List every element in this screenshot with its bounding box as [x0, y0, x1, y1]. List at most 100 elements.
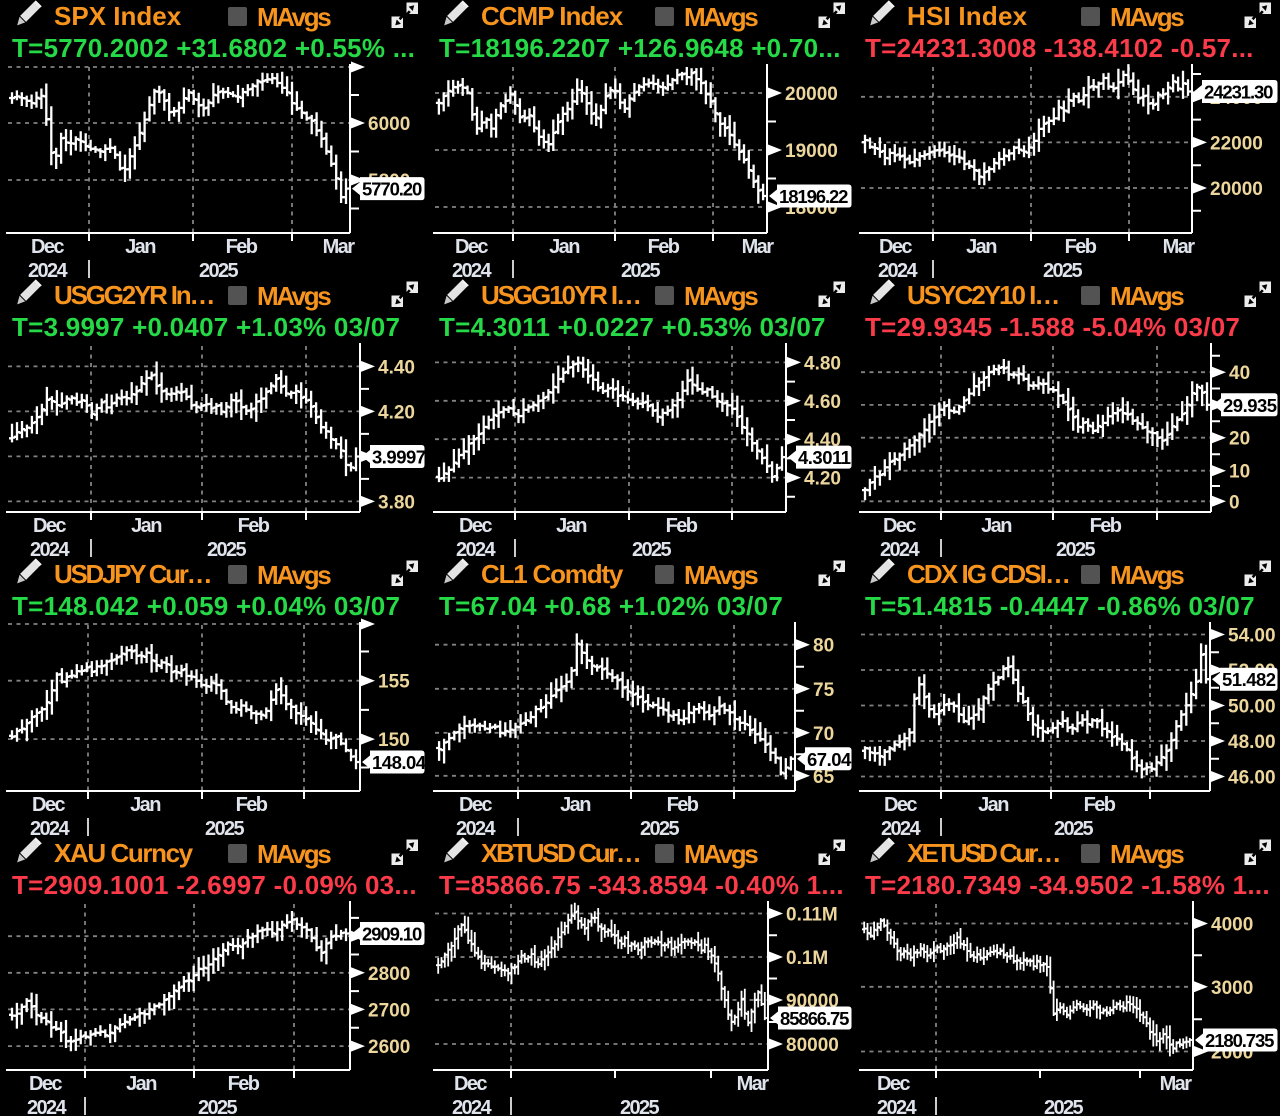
svg-text:Dec: Dec [33, 515, 66, 537]
svg-text:65: 65 [813, 767, 835, 788]
svg-text:Jan: Jan [966, 236, 996, 258]
svg-text:148.04: 148.04 [372, 752, 427, 773]
svg-text:4.20: 4.20 [804, 469, 841, 490]
svg-text:Feb: Feb [666, 794, 698, 816]
svg-text:2024: 2024 [878, 260, 919, 279]
svg-text:2024: 2024 [877, 1097, 918, 1116]
svg-text:2025: 2025 [632, 539, 672, 558]
svg-text:Dec: Dec [879, 236, 912, 258]
svg-text:4.20: 4.20 [378, 402, 415, 423]
svg-text:4.80: 4.80 [804, 353, 841, 374]
svg-text:2024: 2024 [28, 260, 69, 279]
svg-text:2024: 2024 [452, 1097, 493, 1116]
svg-text:MAvgs: MAvgs [1110, 2, 1184, 32]
svg-text:Feb: Feb [1065, 236, 1097, 258]
svg-text:20: 20 [1229, 429, 1250, 450]
svg-text:0.1M: 0.1M [786, 948, 828, 969]
svg-text:6000: 6000 [368, 114, 410, 135]
svg-text:Mar: Mar [1163, 236, 1196, 258]
svg-text:MAvgs: MAvgs [257, 2, 331, 32]
svg-text:Jan: Jan [126, 1073, 156, 1095]
svg-text:2025: 2025 [1056, 539, 1096, 558]
svg-text:Jan: Jan [131, 515, 161, 537]
svg-text:2025: 2025 [621, 260, 661, 279]
svg-text:Mar: Mar [1160, 1073, 1193, 1095]
svg-text:Dec: Dec [877, 1073, 910, 1095]
svg-text:85866.75: 85866.75 [780, 1008, 849, 1029]
svg-text:MAvgs: MAvgs [684, 281, 758, 311]
svg-text:Dec: Dec [459, 794, 492, 816]
svg-text:51.482: 51.482 [1222, 669, 1276, 690]
svg-text:T=85866.75 -343.8594 -0.40% 1.: T=85866.75 -343.8594 -0.40% 1... [439, 870, 844, 900]
svg-text:Feb: Feb [228, 1073, 260, 1095]
svg-text:2025: 2025 [640, 818, 680, 837]
svg-text:2909.10: 2909.10 [362, 924, 422, 945]
svg-text:T=2180.7349 -34.9502 -1.58% 1.: T=2180.7349 -34.9502 -1.58% 1... [865, 870, 1270, 900]
svg-text:20000: 20000 [1210, 179, 1263, 200]
svg-text:80: 80 [813, 636, 834, 657]
svg-text:67.04: 67.04 [807, 749, 852, 770]
svg-text:4.60: 4.60 [804, 392, 841, 413]
svg-text:T=4.3011 +0.0227 +0.53% 03/07: T=4.3011 +0.0227 +0.53% 03/07 [439, 312, 826, 342]
svg-text:Jan: Jan [978, 794, 1008, 816]
svg-text:40: 40 [1229, 363, 1250, 384]
svg-text:XBTUSD Cur…: XBTUSD Cur… [481, 838, 640, 868]
svg-text:4.40: 4.40 [378, 357, 415, 378]
svg-text:2800: 2800 [368, 964, 410, 985]
svg-text:Mar: Mar [741, 236, 774, 258]
svg-text:2025: 2025 [1054, 818, 1094, 837]
svg-text:2025: 2025 [198, 1097, 238, 1116]
svg-text:MAvgs: MAvgs [684, 2, 758, 32]
svg-text:Feb: Feb [238, 515, 270, 537]
svg-text:46.00: 46.00 [1228, 768, 1276, 789]
svg-text:10: 10 [1229, 462, 1250, 483]
svg-text:T=148.042 +0.059 +0.04% 03/07: T=148.042 +0.059 +0.04% 03/07 [12, 591, 400, 621]
svg-text:Dec: Dec [455, 236, 488, 258]
svg-text:80000: 80000 [786, 1035, 839, 1056]
svg-text:Jan: Jan [981, 515, 1011, 537]
svg-text:Jan: Jan [556, 515, 586, 537]
svg-text:Feb: Feb [226, 236, 258, 258]
svg-text:2025: 2025 [620, 1097, 660, 1116]
svg-text:T=51.4815 -0.4447 -0.86% 03/07: T=51.4815 -0.4447 -0.86% 03/07 [865, 591, 1255, 621]
svg-text:SPX Index: SPX Index [54, 1, 182, 31]
svg-text:19000: 19000 [785, 141, 838, 162]
svg-text:2025: 2025 [1044, 1097, 1084, 1116]
svg-text:Jan: Jan [549, 236, 579, 258]
svg-text:USGG10YR I…: USGG10YR I… [481, 280, 640, 310]
svg-text:70: 70 [813, 724, 834, 745]
svg-text:Jan: Jan [560, 794, 590, 816]
svg-text:29.935: 29.935 [1223, 395, 1277, 416]
svg-text:T=3.9997 +0.0407 +1.03% 03/07: T=3.9997 +0.0407 +1.03% 03/07 [12, 312, 400, 342]
svg-text:3000: 3000 [1211, 978, 1253, 999]
svg-text:T=67.04 +0.68 +1.02% 03/07: T=67.04 +0.68 +1.02% 03/07 [439, 591, 783, 621]
svg-text:Dec: Dec [32, 794, 65, 816]
svg-text:2600: 2600 [368, 1037, 410, 1058]
svg-text:22000: 22000 [1210, 133, 1263, 154]
svg-text:0: 0 [1229, 492, 1240, 513]
svg-text:2024: 2024 [880, 539, 921, 558]
svg-text:CDX IG CDSI…: CDX IG CDSI… [907, 559, 1069, 589]
svg-text:4000: 4000 [1211, 915, 1253, 936]
svg-text:HSI Index: HSI Index [907, 1, 1028, 31]
svg-text:Dec: Dec [31, 236, 64, 258]
svg-text:18196.22: 18196.22 [779, 186, 848, 207]
svg-text:20000: 20000 [785, 84, 838, 105]
svg-text:5770.20: 5770.20 [362, 179, 422, 200]
svg-text:T=29.9345 -1.588 -5.04% 03/07: T=29.9345 -1.588 -5.04% 03/07 [865, 312, 1240, 342]
svg-text:2024: 2024 [456, 818, 497, 837]
svg-text:Feb: Feb [236, 794, 268, 816]
svg-text:Dec: Dec [459, 515, 492, 537]
svg-text:MAvgs: MAvgs [684, 839, 758, 869]
svg-text:75: 75 [813, 680, 835, 701]
svg-text:Mar: Mar [323, 236, 356, 258]
svg-text:2025: 2025 [207, 539, 247, 558]
svg-text:MAvgs: MAvgs [257, 560, 331, 590]
svg-text:2025: 2025 [199, 260, 239, 279]
svg-text:2024: 2024 [456, 539, 497, 558]
svg-text:2024: 2024 [881, 818, 922, 837]
svg-text:50.00: 50.00 [1228, 697, 1276, 718]
svg-text:2024: 2024 [30, 539, 71, 558]
svg-text:Feb: Feb [1084, 794, 1116, 816]
svg-text:T=24231.3008 -138.4102 -0.57..: T=24231.3008 -138.4102 -0.57... [865, 33, 1254, 63]
